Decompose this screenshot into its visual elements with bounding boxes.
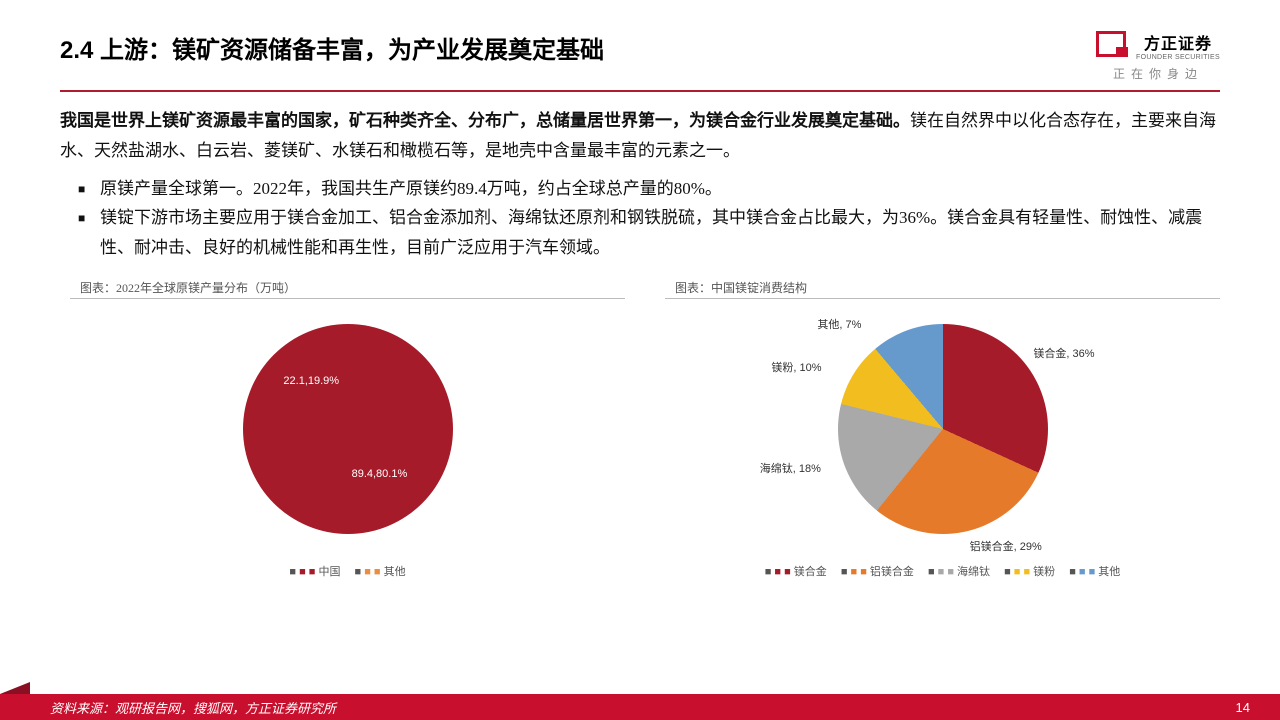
logo-text-en: FOUNDER SECURITIES <box>1136 54 1220 61</box>
pie-slice-label: 89.4,80.1% <box>352 468 408 480</box>
pie-slice-label: 其他, 7% <box>817 316 861 332</box>
chart-left-title: 图表：2022年全球原镁产量分布（万吨） <box>70 275 625 299</box>
pie-slice-label: 22.1,19.9% <box>283 375 339 387</box>
logo-icon <box>1096 31 1130 61</box>
chart-right: 图表：中国镁锭消费结构 镁合金, 36%铝镁合金, 29%海绵钛, 18%镁粉,… <box>665 275 1220 579</box>
pie-chart-production: 22.1,19.9% 89.4,80.1% <box>243 324 453 534</box>
page-number: 14 <box>1236 700 1250 715</box>
pie-slice-label: 镁粉, 10% <box>771 359 821 375</box>
page-title: 2.4 上游：镁矿资源储备丰富，为产业发展奠定基础 <box>60 30 604 65</box>
logo-tagline: 正在你身边 <box>1096 65 1220 82</box>
pie-chart-consumption: 镁合金, 36%铝镁合金, 29%海绵钛, 18%镁粉, 10%其他, 7% <box>838 324 1048 534</box>
chart-left-legend: ■ 中国■ 其他 <box>70 563 625 579</box>
pie-slice-label: 铝镁合金, 29% <box>970 538 1042 554</box>
pie-slice-label: 海绵钛, 18% <box>760 460 821 476</box>
footer-bar: 资料来源：观研报告网，搜狐网，方正证券研究所 14 <box>0 694 1280 720</box>
intro-paragraph: 我国是世界上镁矿资源最丰富的国家，矿石种类齐全、分布广，总储量居世界第一，为镁合… <box>60 106 1220 166</box>
bullet-1: 原镁产量全球第一。2022年，我国共生产原镁约89.4万吨，约占全球总产量的80… <box>78 174 1220 204</box>
chart-left: 图表：2022年全球原镁产量分布（万吨） 22.1,19.9% 89.4,80.1… <box>70 275 625 579</box>
logo-text-cn: 方正证券 <box>1136 30 1220 54</box>
chart-right-title: 图表：中国镁锭消费结构 <box>665 275 1220 299</box>
footer-source: 资料来源：观研报告网，搜狐网，方正证券研究所 <box>50 698 336 717</box>
pie-slice-label: 镁合金, 36% <box>1033 345 1094 361</box>
intro-bold: 我国是世界上镁矿资源最丰富的国家，矿石种类齐全、分布广，总储量居世界第一，为镁合… <box>60 111 910 130</box>
bullet-2: 镁锭下游市场主要应用于镁合金加工、铝合金添加剂、海绵钛还原剂和钢铁脱硫，其中镁合… <box>78 203 1220 263</box>
chart-right-legend: ■ 镁合金■ 铝镁合金■ 海绵钛■ 镁粉■ 其他 <box>665 563 1220 579</box>
brand-logo: 方正证券 FOUNDER SECURITIES 正在你身边 <box>1096 30 1220 82</box>
